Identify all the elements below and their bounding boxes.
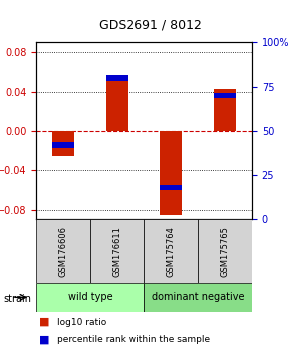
Bar bbox=[160, 185, 182, 190]
Text: GSM176606: GSM176606 bbox=[58, 226, 68, 277]
Bar bbox=[214, 93, 236, 98]
Bar bbox=[52, 131, 74, 155]
Text: GSM176611: GSM176611 bbox=[112, 226, 122, 277]
Text: GSM175764: GSM175764 bbox=[167, 226, 176, 277]
FancyBboxPatch shape bbox=[90, 219, 144, 283]
FancyBboxPatch shape bbox=[144, 283, 252, 312]
Bar bbox=[52, 143, 74, 148]
Text: dominant negative: dominant negative bbox=[152, 292, 244, 302]
Text: ■: ■ bbox=[39, 335, 50, 345]
Text: GDS2691 / 8012: GDS2691 / 8012 bbox=[99, 19, 201, 32]
FancyBboxPatch shape bbox=[144, 219, 198, 283]
FancyBboxPatch shape bbox=[36, 283, 144, 312]
Bar bbox=[160, 131, 182, 215]
Text: strain: strain bbox=[3, 294, 31, 304]
FancyBboxPatch shape bbox=[36, 219, 90, 283]
Bar bbox=[106, 75, 128, 81]
Text: wild type: wild type bbox=[68, 292, 112, 302]
Text: GSM175765: GSM175765 bbox=[220, 226, 230, 277]
FancyBboxPatch shape bbox=[198, 219, 252, 283]
Bar bbox=[106, 75, 128, 131]
Text: log10 ratio: log10 ratio bbox=[57, 318, 106, 327]
Text: percentile rank within the sample: percentile rank within the sample bbox=[57, 335, 210, 344]
Text: ■: ■ bbox=[39, 317, 50, 327]
Bar bbox=[214, 89, 236, 131]
